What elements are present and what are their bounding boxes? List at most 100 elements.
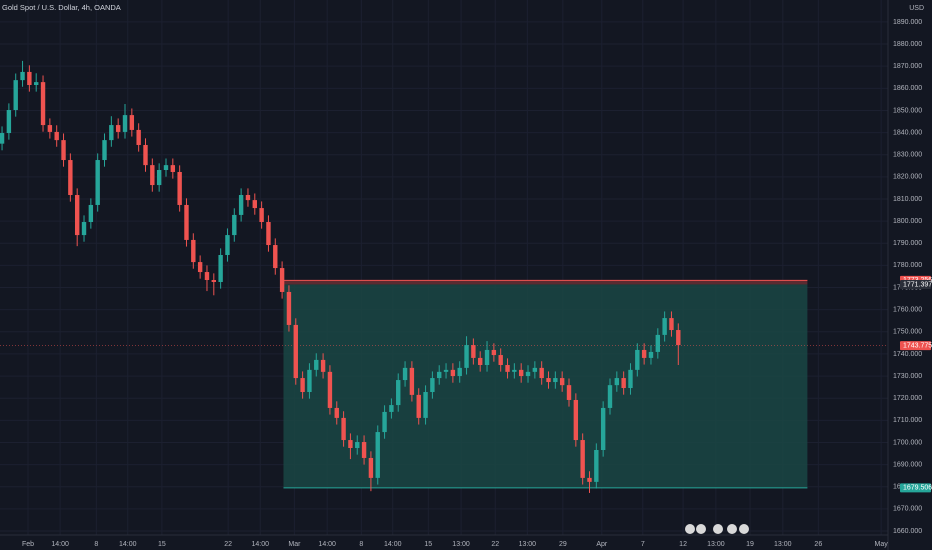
y-tick-label: 1730.000: [893, 373, 922, 380]
candle-body: [68, 160, 73, 196]
candle-body: [498, 355, 503, 366]
candle-body: [27, 71, 32, 85]
y-tick-label: 1850.000: [893, 107, 922, 114]
candle-body: [109, 125, 114, 141]
candle-body: [279, 268, 285, 292]
axes: 1660.0001670.0001680.0001690.0001700.000…: [22, 19, 932, 548]
candle-body: [580, 440, 585, 478]
candle-body: [102, 140, 107, 161]
candle-body: [334, 407, 339, 418]
event-icons[interactable]: [685, 524, 749, 534]
candle-body: [443, 369, 449, 372]
candle-body: [594, 450, 599, 482]
candle-body: [0, 133, 5, 144]
candle-body: [546, 378, 551, 383]
candle-body: [95, 160, 100, 205]
y-tick-label: 1880.000: [893, 41, 922, 48]
candle-body: [478, 357, 483, 366]
candle-body: [177, 171, 182, 205]
candle-body: [327, 371, 333, 408]
candle-body: [13, 80, 18, 111]
x-tick-label: 13:00: [707, 541, 725, 548]
zone-top-label-box: [900, 279, 931, 289]
candle-body: [655, 334, 661, 352]
event-icon[interactable]: [713, 524, 723, 534]
candle-body: [430, 378, 435, 393]
candle-body: [6, 110, 12, 134]
resistance-band: [283, 280, 808, 285]
candle-body: [197, 262, 203, 273]
candle-body: [676, 330, 681, 346]
x-tick-label: 26: [814, 541, 822, 548]
candle-body: [635, 349, 640, 370]
event-icon[interactable]: [727, 524, 737, 534]
candle-body: [238, 195, 244, 215]
candle-body: [641, 349, 647, 358]
y-tick-label: 1710.000: [893, 417, 922, 424]
candle-body: [307, 369, 312, 393]
x-tick-label: 8: [94, 541, 98, 548]
event-icon[interactable]: [696, 524, 706, 534]
candle-body: [484, 349, 490, 366]
y-tick-label: 1660.000: [893, 528, 922, 535]
x-tick-label: 14:00: [251, 541, 269, 548]
candle-body: [54, 131, 59, 141]
candle-body: [218, 254, 223, 282]
candle-body: [471, 345, 476, 358]
candle-body: [34, 82, 39, 85]
y-tick-label: 1750.000: [893, 329, 922, 336]
plot: [0, 60, 888, 493]
x-tick-label: 12: [679, 541, 687, 548]
candle-body: [409, 367, 415, 395]
candle-body: [648, 351, 654, 358]
candle-body: [525, 371, 531, 377]
y-tick-label: 1860.000: [893, 85, 922, 92]
candle-body: [402, 367, 408, 381]
candle-body: [225, 235, 230, 255]
candle-body: [341, 417, 346, 441]
candle-body: [20, 71, 25, 81]
x-tick-label: Apr: [596, 541, 608, 548]
candle-body: [512, 369, 517, 372]
x-tick-label: 14:00: [318, 541, 336, 548]
candle-body: [232, 214, 237, 236]
candle-body: [259, 208, 264, 223]
y-tick-label: 1760.000: [893, 307, 922, 314]
last-price-label-box: [900, 341, 931, 351]
candle-body: [457, 367, 462, 377]
event-icon[interactable]: [685, 524, 695, 534]
candle-body: [211, 280, 217, 282]
y-tick-label: 1720.000: [893, 395, 922, 402]
candle-body: [122, 115, 128, 132]
candle-body: [450, 369, 456, 377]
candle-body: [170, 165, 176, 172]
x-tick-label: 13:00: [774, 541, 792, 548]
candle-body: [150, 165, 155, 186]
candle-body: [266, 222, 271, 246]
candle-body: [607, 385, 613, 408]
y-tick-label: 1700.000: [893, 439, 922, 446]
y-tick-label: 1820.000: [893, 174, 922, 181]
chart-title: Gold Spot / U.S. Dollar, 4h, OANDA: [2, 3, 121, 12]
x-tick-label: 15: [158, 541, 166, 548]
candle-body: [136, 129, 141, 145]
candle-body: [129, 115, 135, 130]
candle-body: [273, 245, 278, 269]
candle-body: [559, 378, 565, 386]
candle-body: [518, 369, 524, 377]
candle-body: [245, 195, 251, 201]
candle-body: [88, 204, 94, 223]
x-tick-label: 22: [491, 541, 499, 548]
candle-body: [293, 324, 298, 379]
x-tick-label: 13:00: [519, 541, 537, 548]
y-tick-label: 1790.000: [893, 240, 922, 247]
event-icon[interactable]: [739, 524, 749, 534]
y-tick-label: 1870.000: [893, 63, 922, 70]
candle-body: [156, 169, 162, 186]
candle-body: [61, 140, 66, 161]
candle-body: [300, 378, 305, 393]
candle-body: [491, 349, 497, 356]
x-tick-label: Mar: [288, 541, 301, 548]
candle-body: [396, 380, 401, 406]
